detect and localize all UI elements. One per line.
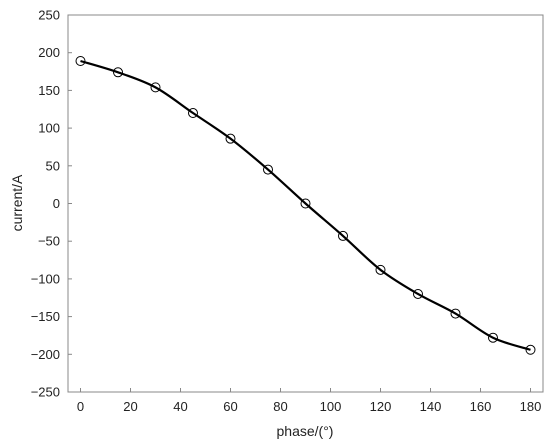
- y-tick-label: 0: [53, 196, 60, 211]
- y-tick-label: 50: [46, 158, 60, 173]
- y-tick-label: −150: [31, 309, 60, 324]
- data-point: [188, 108, 198, 119]
- x-tick-label: 0: [77, 399, 84, 414]
- series-markers: [75, 55, 536, 355]
- data-point: [150, 82, 161, 93]
- x-tick-label: 80: [273, 399, 287, 414]
- data-point: [488, 332, 498, 343]
- y-tick-label: −250: [31, 385, 60, 400]
- y-tick-label: −50: [38, 234, 60, 249]
- x-axis: 0 20 40 60 80 100 120 140 160 180: [77, 388, 541, 414]
- x-tick-label: 100: [320, 399, 342, 414]
- data-point: [225, 133, 236, 144]
- data-point: [300, 198, 311, 209]
- x-tick-label: 40: [173, 399, 187, 414]
- x-tick-label: 160: [470, 399, 492, 414]
- data-point: [375, 264, 386, 275]
- y-tick-label: 150: [38, 83, 60, 98]
- data-point: [450, 308, 461, 319]
- data-point: [263, 164, 273, 175]
- x-tick-label: 20: [123, 399, 137, 414]
- series-line: [80, 59, 531, 351]
- x-axis-label: phase/(°): [277, 423, 334, 439]
- y-tick-label: 100: [38, 121, 60, 136]
- x-tick-label: 180: [520, 399, 542, 414]
- y-tick-label: 200: [38, 45, 60, 60]
- y-tick-label: −100: [31, 271, 60, 286]
- y-axis: 250 200 150 100 50 0 −50 −100 −150 −200 −250: [31, 8, 72, 400]
- y-axis-label: current/A: [9, 174, 25, 231]
- data-point: [525, 344, 536, 355]
- data-point: [75, 55, 86, 66]
- x-tick-label: 60: [223, 399, 237, 414]
- x-tick-label: 120: [370, 399, 392, 414]
- y-tick-label: −200: [31, 347, 60, 362]
- data-point: [338, 230, 348, 241]
- data-point: [113, 67, 123, 78]
- data-point: [413, 288, 423, 299]
- y-tick-label: 250: [38, 8, 60, 23]
- x-tick-label: 140: [420, 399, 442, 414]
